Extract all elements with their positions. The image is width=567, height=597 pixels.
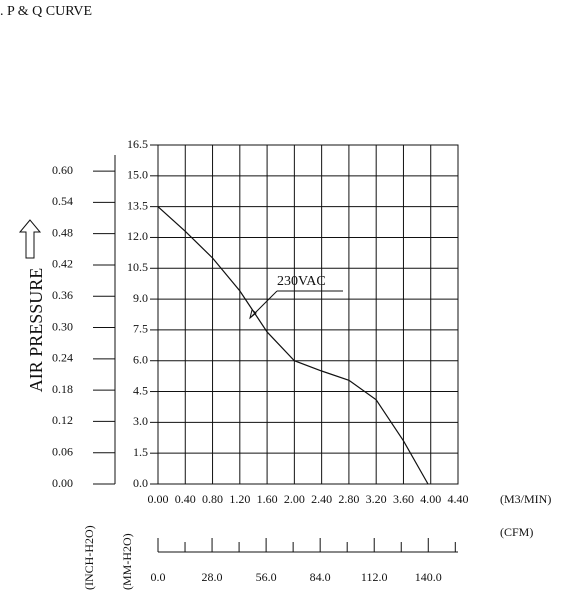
x-tick-label: 2.00: [284, 492, 305, 506]
y-tick-label: 12.0: [127, 229, 148, 243]
y-tick-label: 13.5: [127, 198, 148, 212]
x2-tick-label: 0.0: [151, 570, 166, 584]
y2-tick-label: 0.36: [52, 288, 73, 302]
x2-tick-label: 140.0: [415, 570, 442, 584]
y2-tick-label: 0.48: [52, 225, 73, 239]
plot-frame: [157, 144, 459, 485]
y-axis-title: AIR PRESSURE: [26, 268, 46, 393]
y-tick-label: 9.0: [133, 291, 148, 305]
pq-curve: [157, 206, 429, 485]
y-tick-label: 1.5: [133, 445, 148, 459]
x2-tick-label: 84.0: [310, 570, 331, 584]
x2-tick-label: 112.0: [361, 570, 388, 584]
y-tick-label: 0.0: [133, 476, 148, 490]
x-tick-label: 0.80: [202, 492, 223, 506]
y-tick-label: 6.0: [133, 352, 148, 366]
x-unit: (M3/MIN): [500, 492, 551, 506]
x-tick-label: 1.20: [229, 492, 250, 506]
x-tick-label: 4.40: [448, 492, 469, 506]
y-unit: (MM-H2O): [120, 533, 134, 590]
y-tick-label: 7.5: [133, 322, 148, 336]
x-tick-label: 2.40: [311, 492, 332, 506]
x2-tick-label: 28.0: [202, 570, 223, 584]
x-tick-label: 2.80: [338, 492, 359, 506]
y-tick-label: 10.5: [127, 260, 148, 274]
y-tick-label: 16.5: [127, 137, 148, 151]
x-tick-label: 3.60: [393, 492, 414, 506]
y2-tick-label: 0.06: [52, 444, 73, 458]
y2-tick-label: 0.42: [52, 257, 73, 271]
series-label: 230VAC: [277, 274, 326, 289]
y-tick-label: 15.0: [127, 168, 148, 182]
y2-tick-label: 0.54: [52, 194, 73, 208]
leader-arrow: [249, 309, 257, 320]
y2-tick-label: 0.60: [52, 163, 73, 177]
chart-title: . P & Q CURVE: [0, 4, 92, 19]
x2-unit: (CFM): [500, 525, 533, 539]
x-tick-label: 3.20: [366, 492, 387, 506]
x2-tick-label: 56.0: [256, 570, 277, 584]
y2-unit: (INCH-H2O): [82, 525, 96, 590]
y2-tick-label: 0.30: [52, 319, 73, 333]
x-tick-label: 1.60: [257, 492, 278, 506]
x-tick-label: 0.00: [148, 492, 169, 506]
y2-tick-label: 0.18: [52, 382, 73, 396]
y2-tick-label: 0.12: [52, 413, 73, 427]
y2-tick-label: 0.00: [52, 476, 73, 490]
y-tick-label: 3.0: [133, 414, 148, 428]
y-tick-label: 4.5: [133, 383, 148, 397]
x-tick-label: 0.40: [175, 492, 196, 506]
x-tick-label: 4.00: [420, 492, 441, 506]
up-arrow: [18, 219, 42, 259]
label-leader: [249, 290, 278, 319]
y2-tick-label: 0.24: [52, 351, 73, 365]
